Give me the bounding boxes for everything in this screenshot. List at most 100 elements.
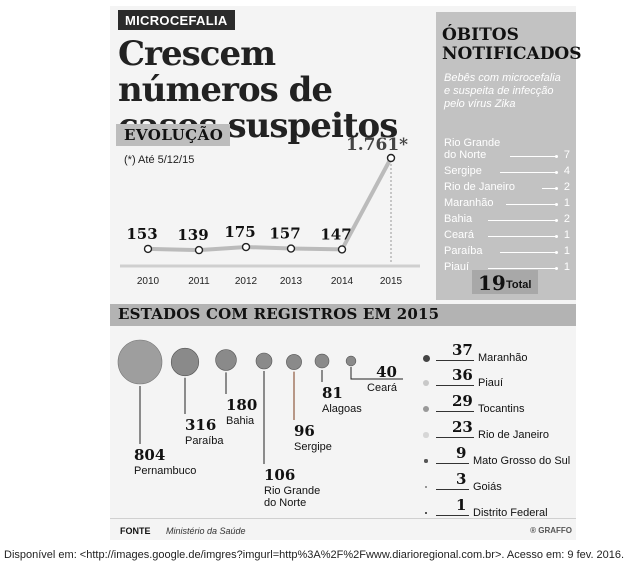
- small-state-row: 1 Distrito Federal: [420, 497, 576, 521]
- evolution-label: EVOLUÇÃO: [124, 126, 224, 144]
- evolution-data-label-2010: 153: [126, 225, 157, 243]
- evolution-x-tick-2011: 2011: [188, 276, 210, 287]
- obitos-row-leader: [510, 156, 556, 157]
- obitos-list: Rio Grande do Norte 7 Sergipe 4 Rio de Janei…: [444, 134, 572, 274]
- evolution-line-chart: 2010 153 2011 139 2012 175 2013 157 2014 147 2015 1…: [120, 135, 420, 287]
- obitos-row-leader: [506, 204, 556, 205]
- bubble-name-Sergipe: Sergipe: [294, 441, 332, 453]
- evolution-x-tick-2015: 2015: [380, 276, 403, 287]
- bubble-Sergipe: [286, 354, 302, 370]
- bubble-value-Ceará: 40: [376, 363, 397, 381]
- obitos-row-value: 2: [563, 181, 570, 193]
- evolution-point-2012: [241, 242, 251, 252]
- obitos-row: Rio Grande do Norte 7: [444, 134, 572, 162]
- obitos-row-value: 4: [563, 165, 570, 177]
- obitos-row-dot: [555, 155, 558, 158]
- small-state-value: 37: [452, 341, 473, 359]
- small-state-leader: [436, 385, 474, 386]
- small-state-name: Rio de Janeiro: [478, 429, 549, 441]
- bubble-value-Pernambuco: 804: [134, 446, 165, 464]
- obitos-row: Sergipe 4: [444, 162, 572, 178]
- obitos-row-leader: [500, 252, 556, 253]
- bubble-Alagoas: [314, 353, 330, 369]
- bubble-name-Alagoas: Alagoas: [322, 403, 362, 415]
- obitos-row: Paraíba 1: [444, 242, 572, 258]
- small-state-leader: [436, 515, 469, 516]
- obitos-title: ÓBITOS NOTIFICADOS: [442, 25, 582, 64]
- small-state-leader: [436, 463, 469, 464]
- obitos-row-value: 1: [563, 245, 570, 257]
- evolution-point-2013: [286, 244, 296, 253]
- small-state-value: 3: [456, 470, 467, 488]
- obitos-row: Piauí 1: [444, 258, 572, 274]
- bubble-Bahia: [215, 349, 237, 371]
- small-state-name: Maranhão: [478, 352, 528, 364]
- headline: Crescem números de casos suspeitos: [118, 34, 398, 146]
- small-state-leader: [436, 437, 474, 438]
- bubble-Ceará: [345, 355, 357, 367]
- small-state-row: 9 Mato Grosso do Sul: [420, 445, 576, 469]
- small-state-value: 9: [456, 444, 467, 462]
- evolution-x-tick-2013: 2013: [280, 276, 303, 287]
- states-section-title: ESTADOS COM REGISTROS EM 2015: [118, 305, 440, 323]
- evolution-point-2011: [194, 245, 204, 255]
- small-state-dot: [423, 432, 429, 438]
- obitos-row-value: 1: [563, 197, 570, 209]
- obitos-row: Maranhão 1: [444, 194, 572, 210]
- evolution-data-label-2012: 175: [224, 223, 255, 241]
- obitos-row-value: 1: [563, 261, 570, 273]
- small-state-dot: [425, 512, 427, 514]
- obitos-row-dot: [555, 267, 558, 270]
- evolution-x-tick-2012: 2012: [235, 276, 258, 287]
- bubble-Pernambuco: [117, 339, 163, 385]
- obitos-total-label: Total: [506, 279, 532, 291]
- evolution-data-label-2011: 139: [177, 226, 208, 244]
- small-state-row: 37 Maranhão: [420, 342, 576, 366]
- obitos-row-leader: [542, 188, 556, 189]
- small-state-row: 3 Goiás: [420, 471, 576, 495]
- obitos-row-dot: [555, 171, 558, 174]
- obitos-row-dot: [555, 187, 558, 190]
- obitos-row-name: Bahia: [444, 213, 473, 225]
- states-section-bar: [110, 304, 576, 326]
- small-state-leader: [436, 360, 474, 361]
- small-state-name: Mato Grosso do Sul: [473, 455, 571, 467]
- small-state-row: 36 Piauí: [420, 367, 576, 391]
- citation-text: Disponível em: <http://images.google.de/…: [4, 549, 625, 561]
- source-label: FONTE: [120, 526, 151, 536]
- obitos-row-name: Paraíba: [444, 245, 483, 257]
- small-state-name: Tocantins: [478, 403, 525, 415]
- small-state-value: 36: [452, 366, 473, 384]
- obitos-row: Bahia 2: [444, 210, 572, 226]
- small-state-value: 1: [456, 496, 467, 514]
- small-state-dot: [424, 459, 428, 463]
- evolution-point-2010: [143, 244, 153, 254]
- small-state-leader: [436, 489, 469, 490]
- evolution-x-tick-2014: 2014: [331, 276, 354, 287]
- evolution-footnote: (*) Até 5/12/15: [124, 154, 195, 166]
- brand-credit: ® GRAFFO: [530, 526, 572, 535]
- small-state-leader: [436, 411, 474, 412]
- obitos-row-leader: [488, 220, 556, 221]
- obitos-row-value: 2: [563, 213, 570, 225]
- obitos-row: Rio de Janeiro 2: [444, 178, 572, 194]
- obitos-row-name: Sergipe: [444, 165, 482, 177]
- obitos-row: Ceará 1: [444, 226, 572, 242]
- bubble-value-Paraíba: 316: [185, 416, 216, 434]
- evolution-point-2015: [386, 153, 396, 163]
- bubble-name-Rio Grande do Norte: do Norte: [264, 497, 306, 509]
- small-state-dot: [422, 405, 430, 413]
- obitos-total-number: 19: [478, 271, 506, 295]
- obitos-row-name: Rio de Janeiro: [444, 181, 515, 193]
- small-state-row: 29 Tocantins: [420, 393, 576, 417]
- bubble-value-Sergipe: 96: [294, 422, 315, 440]
- small-state-name: Piauí: [478, 377, 504, 389]
- obitos-row-value: 1: [563, 229, 570, 241]
- evolution-x-tick-2010: 2010: [137, 276, 160, 287]
- small-state-value: 23: [452, 418, 473, 436]
- obitos-row-dot: [555, 251, 558, 254]
- source-value: Ministério da Saúde: [166, 526, 246, 536]
- obitos-row-dot: [555, 219, 558, 222]
- bubble-value-Alagoas: 81: [322, 384, 343, 402]
